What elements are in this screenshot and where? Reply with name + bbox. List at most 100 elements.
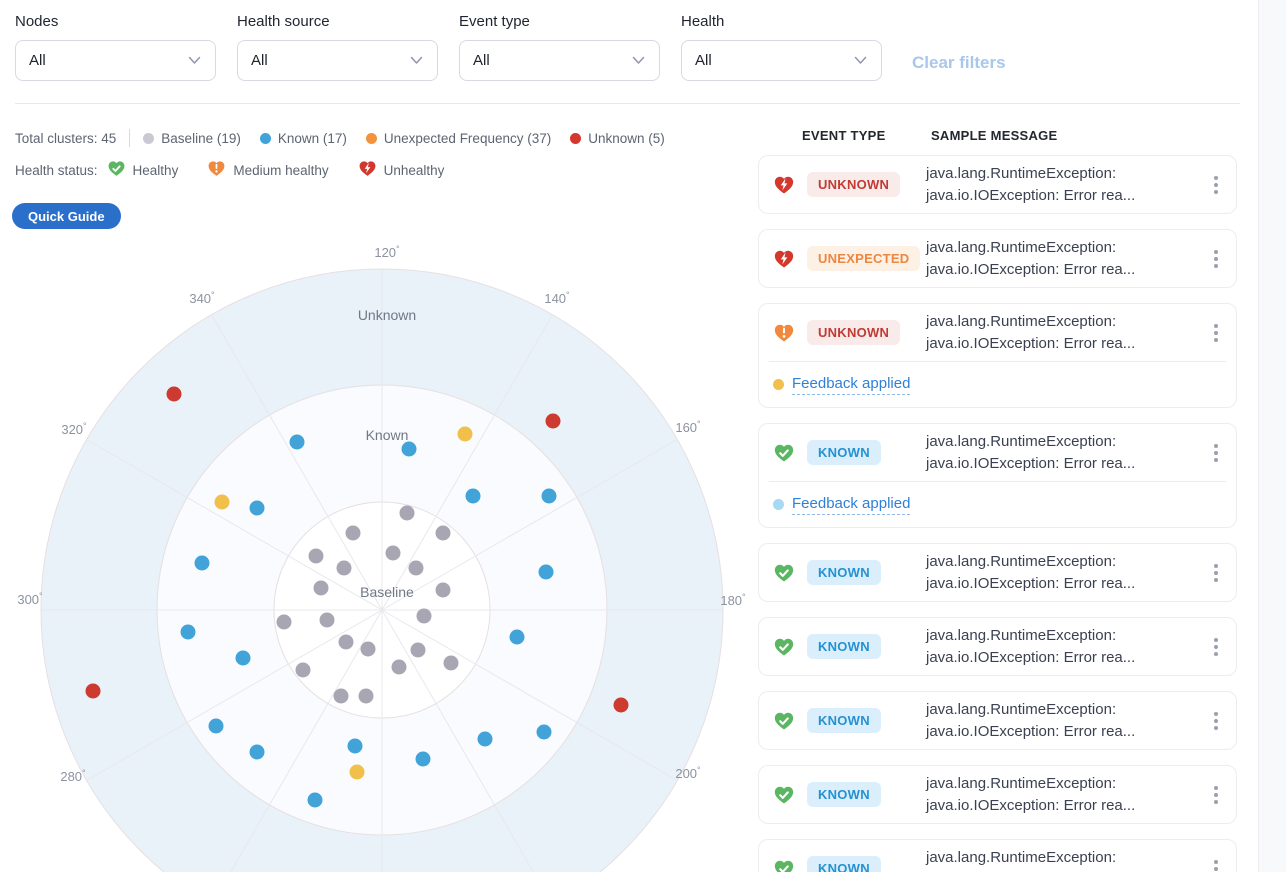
chevron-down-icon: [410, 56, 423, 64]
kebab-menu-icon[interactable]: [1196, 170, 1236, 200]
event-row-main: KNOWN java.lang.RuntimeException: java.i…: [759, 618, 1236, 675]
event-row-main: UNEXPECTED java.lang.RuntimeException: j…: [759, 230, 1236, 287]
message-line-2: java.io.IOException: Error rea...: [926, 454, 1136, 472]
cluster-point-baseline[interactable]: [313, 580, 329, 596]
cluster-point-baseline[interactable]: [360, 641, 376, 657]
sample-message: java.lang.RuntimeException: java.io.IOEx…: [926, 431, 1196, 475]
ring-label: Baseline: [360, 584, 414, 600]
filter-select[interactable]: All: [681, 40, 882, 81]
cluster-point-baseline[interactable]: [276, 614, 292, 630]
cluster-point-known[interactable]: [415, 751, 431, 767]
event-row[interactable]: UNEXPECTED java.lang.RuntimeException: j…: [758, 229, 1237, 288]
cluster-point-known[interactable]: [509, 629, 525, 645]
cluster-point-known[interactable]: [180, 624, 196, 640]
filter-select[interactable]: All: [459, 40, 660, 81]
kebab-menu-icon[interactable]: [1196, 780, 1236, 810]
kebab-menu-icon[interactable]: [1196, 632, 1236, 662]
clear-filters-link[interactable]: Clear filters: [912, 53, 1006, 72]
cluster-point-known[interactable]: [477, 731, 493, 747]
cluster-point-known[interactable]: [249, 744, 265, 760]
cluster-point-known[interactable]: [347, 738, 363, 754]
cluster-point-known[interactable]: [538, 564, 554, 580]
unhealthy-heart-icon: [359, 161, 376, 176]
page-scrollbar[interactable]: [1258, 0, 1286, 872]
cluster-point-baseline[interactable]: [385, 545, 401, 561]
filter-select[interactable]: All: [237, 40, 438, 81]
cluster-point-known[interactable]: [465, 488, 481, 504]
cluster-point-baseline[interactable]: [308, 548, 324, 564]
cluster-point-baseline[interactable]: [338, 634, 354, 650]
event-row[interactable]: KNOWN java.lang.RuntimeException: java.i…: [758, 765, 1237, 824]
cluster-point-feedback-applied[interactable]: [457, 426, 473, 442]
event-row[interactable]: UNKNOWN java.lang.RuntimeException: java…: [758, 303, 1237, 408]
event-row-main: KNOWN java.lang.RuntimeException: java.i…: [759, 766, 1236, 823]
cluster-point-known[interactable]: [541, 488, 557, 504]
kebab-menu-icon[interactable]: [1196, 706, 1236, 736]
filter-select[interactable]: All: [15, 40, 216, 81]
kebab-menu-icon[interactable]: [1196, 438, 1236, 468]
event-row[interactable]: KNOWN java.lang.RuntimeException: java.i…: [758, 839, 1237, 872]
cluster-point-known[interactable]: [194, 555, 210, 571]
kebab-menu-icon[interactable]: [1196, 854, 1236, 872]
angle-label: 180°: [720, 592, 746, 608]
cluster-point-known[interactable]: [289, 434, 305, 450]
cluster-point-unknown[interactable]: [613, 697, 629, 713]
kebab-menu-icon[interactable]: [1196, 558, 1236, 588]
spoke-line: [86, 609, 383, 781]
feedback-applied-link[interactable]: Feedback applied: [792, 495, 911, 515]
kebab-menu-icon[interactable]: [1196, 318, 1236, 348]
cluster-point-known[interactable]: [235, 650, 251, 666]
cluster-point-baseline[interactable]: [416, 608, 432, 624]
heart-icon-slot: [207, 159, 226, 181]
angle-label: 340°: [189, 290, 215, 306]
cluster-point-baseline[interactable]: [295, 662, 311, 678]
message-line-2: java.io.IOException: Error rea...: [926, 648, 1136, 666]
spoke-line: [381, 439, 678, 611]
cluster-point-known[interactable]: [208, 718, 224, 734]
filter-field: Nodes All: [15, 13, 216, 81]
cluster-point-unknown[interactable]: [85, 683, 101, 699]
events-panel: EVENT TYPE SAMPLE MESSAGE UNKNOWN java.l…: [758, 128, 1237, 872]
message-line-1: java.lang.RuntimeException:: [926, 552, 1117, 570]
cluster-point-baseline[interactable]: [345, 525, 361, 541]
cluster-point-feedback-applied[interactable]: [349, 764, 365, 780]
kebab-menu-icon[interactable]: [1196, 244, 1236, 274]
filter-label: Event type: [459, 13, 530, 30]
cluster-point-known[interactable]: [401, 441, 417, 457]
event-row[interactable]: KNOWN java.lang.RuntimeException: java.i…: [758, 423, 1237, 528]
angle-label: 300°: [17, 591, 43, 607]
cluster-point-baseline[interactable]: [333, 688, 349, 704]
quick-guide-button[interactable]: Quick Guide: [12, 203, 121, 229]
event-row[interactable]: KNOWN java.lang.RuntimeException: java.i…: [758, 543, 1237, 602]
event-type-cell: KNOWN: [807, 634, 926, 659]
feedback-applied-link[interactable]: Feedback applied: [792, 375, 911, 395]
cluster-point-known[interactable]: [249, 500, 265, 516]
cluster-point-unknown[interactable]: [166, 386, 182, 402]
cluster-point-baseline[interactable]: [408, 560, 424, 576]
cluster-point-baseline[interactable]: [358, 688, 374, 704]
cluster-point-feedback-applied[interactable]: [214, 494, 230, 510]
angle-label: 120°: [374, 244, 400, 260]
health-status-icon: [773, 248, 795, 270]
cluster-point-baseline[interactable]: [336, 560, 352, 576]
legend-item-label: Unknown (5): [588, 130, 665, 146]
cluster-point-baseline[interactable]: [443, 655, 459, 671]
filter-label: Nodes: [15, 13, 59, 30]
cluster-point-baseline[interactable]: [435, 525, 451, 541]
cluster-point-baseline[interactable]: [391, 659, 407, 675]
cluster-legend-item: Baseline (19): [143, 131, 241, 146]
spoke-line: [230, 609, 383, 872]
health-status-icon: [773, 442, 795, 464]
cluster-point-baseline[interactable]: [319, 612, 335, 628]
cluster-point-known[interactable]: [307, 792, 323, 808]
cluster-point-known[interactable]: [536, 724, 552, 740]
event-row[interactable]: UNKNOWN java.lang.RuntimeException: java…: [758, 155, 1237, 214]
cluster-point-baseline[interactable]: [399, 505, 415, 521]
event-row[interactable]: KNOWN java.lang.RuntimeException: java.i…: [758, 691, 1237, 750]
message-line-1: java.lang.RuntimeException:: [926, 626, 1117, 644]
cluster-point-baseline[interactable]: [435, 582, 451, 598]
cluster-point-unknown[interactable]: [545, 413, 561, 429]
event-row[interactable]: KNOWN java.lang.RuntimeException: java.i…: [758, 617, 1237, 676]
cluster-point-baseline[interactable]: [410, 642, 426, 658]
